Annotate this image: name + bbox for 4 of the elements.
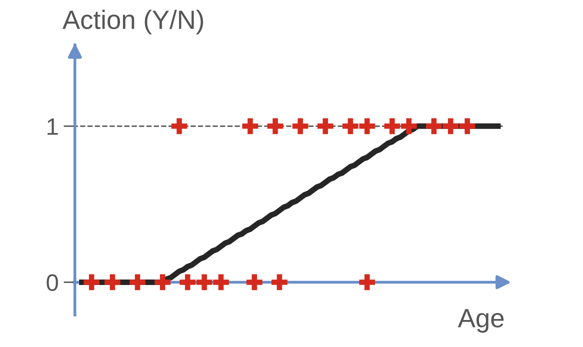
x-axis-title: Age [458, 309, 504, 333]
y-tick-label: 1 [48, 118, 58, 135]
y-axis-title: Action (Y/N) [62, 10, 204, 34]
y-tick-label: 0 [46, 274, 58, 292]
